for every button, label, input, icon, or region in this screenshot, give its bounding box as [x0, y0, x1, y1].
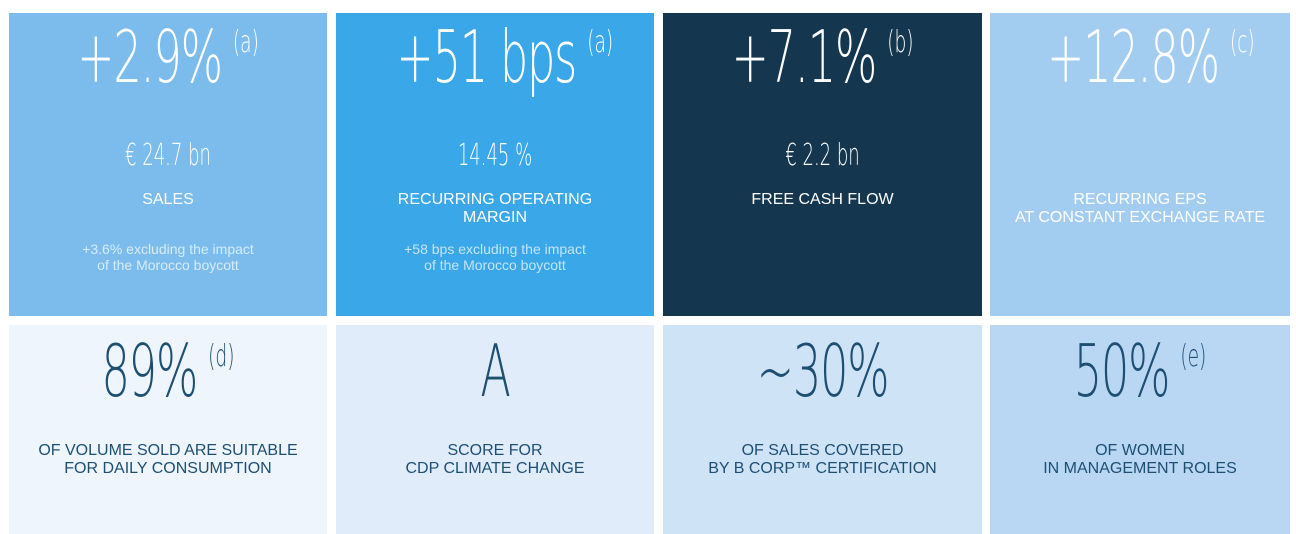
kpi-tile: 50% (e) OF WOMEN IN MANAGEMENT ROLES — [990, 325, 1290, 534]
kpi-value: A — [396, 329, 593, 413]
kpi-value-text: 50% — [1073, 329, 1171, 413]
kpi-tile: ~30% OF SALES COVERED BY B CORP™ CERTIFICA… — [663, 325, 982, 534]
kpi-value: +2.9% (a) — [69, 15, 266, 99]
kpi-label: OF SALES COVERED BY B CORP™ CERTIFICATION — [663, 442, 982, 478]
kpi-subvalue: € 2.2 bn — [785, 138, 860, 173]
kpi-value-text: +7.1% — [731, 15, 877, 99]
label-line: MARGIN — [463, 209, 527, 226]
note-line: +3.6% excluding the impact — [82, 241, 254, 257]
kpi-label: RECURRING EPS AT CONSTANT EXCHANGE RATE — [990, 191, 1290, 227]
label-line: FOR DAILY CONSUMPTION — [64, 460, 272, 477]
kpi-note: +3.6% excluding the impact of the Morocco… — [9, 241, 327, 273]
kpi-value: 50% (e) — [1047, 329, 1233, 413]
kpi-label: OF WOMEN IN MANAGEMENT ROLES — [990, 442, 1290, 478]
label-line: RECURRING OPERATING — [397, 191, 593, 208]
label-line: BY B CORP™ CERTIFICATION — [708, 460, 937, 477]
kpi-value-text: +2.9% — [77, 15, 223, 99]
note-line: of the Morocco boycott — [97, 257, 239, 273]
label-line: OF SALES COVERED — [741, 442, 904, 459]
kpi-tile: A SCORE FOR CDP CLIMATE CHANGE — [336, 325, 654, 534]
kpi-tile: +51 bps (a) 14.45 % RECURRING OPERATING MARG… — [336, 13, 654, 316]
footnote-ref: (c) — [1229, 25, 1255, 60]
label-line: RECURRING EPS — [1073, 191, 1207, 208]
note-line: of the Morocco boycott — [424, 257, 566, 273]
label-line: SCORE FOR — [447, 442, 543, 459]
kpi-value-text: +12.8% — [1047, 15, 1220, 99]
kpi-label: OF VOLUME SOLD ARE SUITABLE FOR DAILY CON… — [9, 442, 327, 478]
footnote-ref: (a) — [232, 25, 259, 60]
label-line: SALES — [142, 191, 194, 208]
kpi-tile: +7.1% (b) € 2.2 bn FREE CASH FLOW — [663, 13, 982, 316]
kpi-tile: 89% (d) OF VOLUME SOLD ARE SUITABLE FOR DAI… — [9, 325, 327, 534]
kpi-value: ~30% — [724, 329, 922, 413]
footnote-ref: (d) — [208, 339, 235, 374]
label-line: OF VOLUME SOLD ARE SUITABLE — [38, 442, 298, 459]
kpi-value-text: A — [480, 329, 511, 413]
kpi-subvalue: € 24.7 bn — [125, 138, 211, 173]
kpi-value-text: +51 bps — [396, 15, 577, 99]
kpi-value-text: ~30% — [756, 329, 890, 413]
label-line: IN MANAGEMENT ROLES — [1043, 460, 1237, 477]
label-line: CDP CLIMATE CHANGE — [405, 460, 585, 477]
label-line: OF WOMEN — [1095, 442, 1185, 459]
kpi-subvalue: 14.45 % — [457, 138, 533, 173]
footnote-ref: (b) — [887, 25, 914, 60]
kpi-value: +51 bps (a) — [396, 15, 613, 99]
footnote-ref: (e) — [1180, 339, 1207, 374]
kpi-label: SCORE FOR CDP CLIMATE CHANGE — [336, 442, 654, 478]
kpi-value: 89% (d) — [69, 329, 266, 413]
footnote-ref: (a) — [587, 25, 614, 60]
kpi-value: +12.8% (c) — [1047, 15, 1255, 99]
kpi-value-text: 89% — [101, 329, 199, 413]
label-line: AT CONSTANT EXCHANGE RATE — [1014, 209, 1266, 226]
label-line: FREE CASH FLOW — [751, 191, 894, 208]
note-line: +58 bps excluding the impact — [404, 241, 586, 257]
kpi-tile: +2.9% (a) € 24.7 bn SALES +3.6% excluding th… — [9, 13, 327, 316]
kpi-value: +7.1% (b) — [724, 15, 922, 99]
kpi-label: FREE CASH FLOW — [663, 191, 982, 209]
kpi-label: RECURRING OPERATING MARGIN — [336, 191, 654, 227]
kpi-tile: +12.8% (c) RECURRING EPS AT CONSTANT EXCHAN… — [990, 13, 1290, 316]
kpi-label: SALES — [9, 191, 327, 209]
kpi-note: +58 bps excluding the impact of the Moroc… — [336, 241, 654, 273]
